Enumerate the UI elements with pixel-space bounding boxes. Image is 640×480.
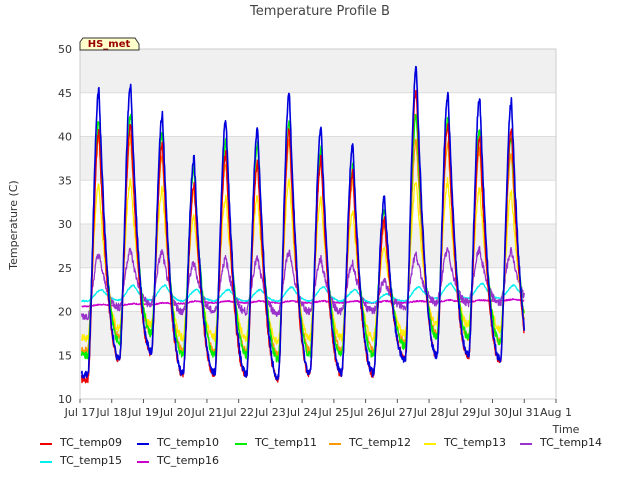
x-tick-label: Jul 18 bbox=[95, 406, 127, 419]
annotation-label: HS_met bbox=[88, 39, 131, 50]
legend-label: TC_temp15 bbox=[60, 454, 123, 467]
x-tick-label: Jul 23 bbox=[254, 406, 286, 419]
x-tick-label: Jul 31 bbox=[508, 406, 540, 419]
legend-swatch bbox=[424, 443, 436, 445]
x-tick-label: Jul 27 bbox=[381, 406, 413, 419]
legend-swatch bbox=[137, 461, 149, 463]
x-tick-label: Jul 24 bbox=[286, 406, 318, 419]
legend-swatch bbox=[329, 443, 341, 445]
y-axis-label: Temperature (C) bbox=[7, 180, 20, 270]
annotation-box: HS_met bbox=[79, 37, 140, 51]
legend-swatch bbox=[235, 443, 247, 445]
y-tick-label: 45 bbox=[58, 87, 72, 100]
x-axis-ticks: Jul 17 Jul 18 Jul 19 Jul 20 Jul 21 Jul 22 Jul … bbox=[64, 399, 572, 419]
legend-label: TC_temp12 bbox=[349, 436, 412, 449]
x-tick-label: Jul 25 bbox=[317, 406, 349, 419]
x-tick-label: Jul 26 bbox=[349, 406, 381, 419]
x-tick-label: Jul 17 bbox=[64, 406, 96, 419]
series-lines bbox=[80, 65, 526, 384]
y-tick-label: 20 bbox=[58, 306, 72, 319]
x-tick-label: Jul 22 bbox=[222, 406, 254, 419]
plot-frame bbox=[79, 48, 557, 400]
legend-label: TC_temp11 bbox=[255, 436, 318, 449]
y-tick-label: 15 bbox=[58, 349, 72, 362]
background-band bbox=[80, 311, 556, 356]
y-tick-label: 35 bbox=[58, 174, 72, 187]
legend-label: TC_temp14 bbox=[540, 436, 603, 449]
x-tick-label: Jul 21 bbox=[191, 406, 223, 419]
legend-swatch bbox=[40, 461, 52, 463]
y-tick-label: 25 bbox=[58, 262, 72, 275]
background-band bbox=[80, 92, 556, 137]
legend-label: TC_temp10 bbox=[157, 436, 220, 449]
chart-title: Temperature Profile B bbox=[249, 4, 390, 19]
legend-label: TC_temp13 bbox=[444, 436, 507, 449]
x-tick-label: Jul 30 bbox=[476, 406, 508, 419]
y-axis-ticks: 10 15 20 25 30 35 40 45 50 bbox=[58, 43, 72, 406]
legend-swatch bbox=[40, 443, 52, 445]
legend: TC_temp09 TC_temp10 TC_temp11 TC_temp12 TC_t… bbox=[0, 430, 640, 480]
series-line-tc-temp15 bbox=[81, 282, 525, 304]
legend-swatch bbox=[520, 443, 532, 445]
y-tick-label: 50 bbox=[58, 43, 72, 56]
x-tick-label: Jul 28 bbox=[413, 406, 445, 419]
background-band bbox=[80, 49, 556, 93]
series-line-tc-temp10 bbox=[80, 65, 526, 381]
x-tick-label: Jul 19 bbox=[127, 406, 159, 419]
legend-label: TC_temp16 bbox=[157, 454, 220, 467]
x-tick-label: Aug 1 bbox=[540, 406, 572, 419]
background-band bbox=[80, 355, 556, 399]
y-tick-label: 10 bbox=[58, 393, 72, 406]
y-tick-label: 30 bbox=[58, 218, 72, 231]
legend-label: TC_temp09 bbox=[60, 436, 123, 449]
x-tick-label: Jul 20 bbox=[159, 406, 191, 419]
x-tick-label: Jul 29 bbox=[444, 406, 476, 419]
x-axis-label: Time bbox=[552, 423, 580, 436]
y-tick-label: 40 bbox=[58, 131, 72, 144]
legend-swatch bbox=[137, 443, 149, 445]
